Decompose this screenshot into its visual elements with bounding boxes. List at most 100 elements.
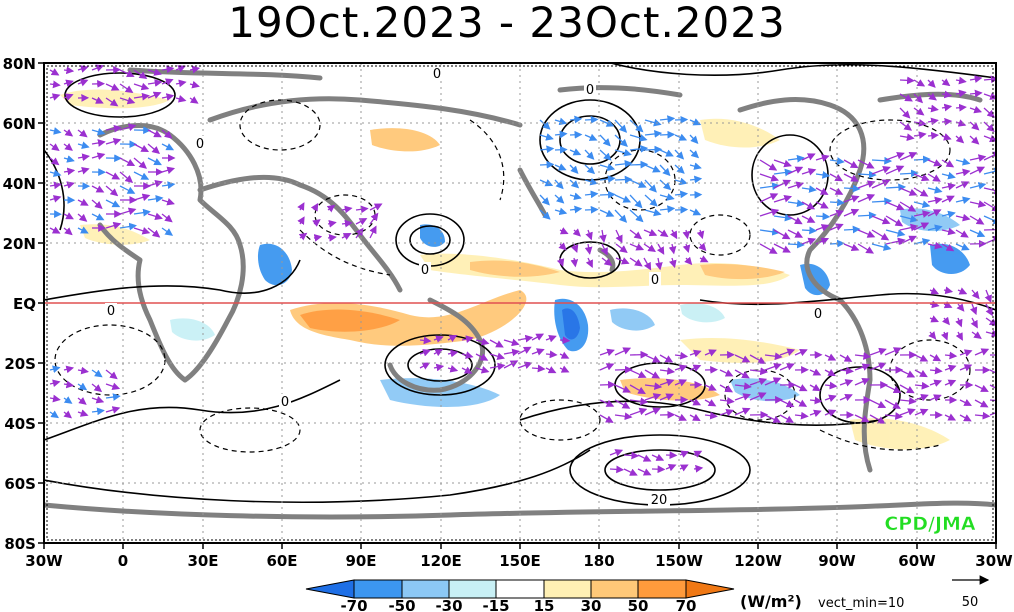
wind-vector-arrow	[659, 378, 675, 387]
wind-vector-arrow	[569, 148, 582, 156]
wind-vector-arrow	[719, 369, 734, 377]
wind-vector-arrow	[105, 185, 119, 197]
wind-vector-arrow	[545, 334, 557, 343]
wind-vector-arrow	[759, 182, 780, 191]
wind-vector-arrow	[941, 90, 953, 99]
wind-vector-arrow	[885, 151, 905, 161]
wind-vector-arrow	[77, 198, 89, 206]
wind-vector-arrow	[655, 257, 663, 271]
wind-vector-arrow	[49, 80, 61, 89]
contour-label: 0	[196, 137, 204, 152]
wind-vector-arrow	[927, 241, 943, 250]
wind-vector-arrow	[644, 208, 662, 217]
wind-vector-arrow	[974, 348, 990, 356]
wind-vector-arrow	[885, 215, 904, 227]
wind-vector-arrow	[63, 93, 74, 101]
wind-vector-arrow	[585, 257, 593, 268]
wind-vector-arrow	[871, 215, 891, 225]
wind-vector-arrow	[809, 383, 821, 392]
wind-vector-arrow	[773, 243, 791, 253]
wind-vector-arrow	[969, 75, 983, 83]
wind-vector-arrow	[941, 227, 956, 236]
wind-vector-arrow	[809, 368, 822, 376]
wind-vector-arrow	[644, 130, 663, 138]
wind-vector-arrow	[615, 243, 628, 253]
wind-vector-arrow	[759, 227, 780, 236]
wind-vector-arrow	[983, 121, 995, 133]
wind-vector-arrow	[974, 399, 989, 408]
wind-vector-arrow	[679, 464, 689, 472]
wind-vector-arrow	[779, 348, 796, 356]
wind-vector-arrow	[674, 177, 688, 186]
wind-vector-arrow	[599, 380, 616, 389]
wind-vector-arrow	[970, 317, 978, 329]
latitude-labels: 80N 60N 40N 20N EQ 20S 40S 60S 80S	[3, 55, 36, 553]
wind-vector-arrow	[871, 156, 893, 165]
wind-vector-arrow	[643, 257, 652, 271]
wind-vector-arrow	[644, 194, 658, 207]
wind-vector-arrow	[929, 287, 939, 295]
wind-vector-arrow	[969, 121, 980, 131]
wind-vector-arrow	[959, 364, 973, 372]
wind-vector-arrow	[147, 79, 163, 87]
wind-vector-arrow	[475, 337, 490, 346]
wind-vector-arrow	[824, 381, 838, 390]
wind-vector-arrow	[955, 89, 967, 98]
wind-vector-arrow	[839, 379, 854, 387]
wind-vector-arrow	[503, 338, 520, 347]
wind-vector-arrow	[77, 129, 88, 138]
wind-vector-arrow	[614, 412, 633, 421]
wind-vector-arrow	[599, 363, 615, 371]
wind-vector-arrow	[787, 199, 805, 208]
wind-vector-arrow	[644, 393, 662, 401]
wind-vector-arrow	[914, 369, 928, 378]
wind-vector-arrow	[517, 361, 533, 369]
wind-vector-arrow	[49, 195, 62, 203]
wind-vector-arrow	[599, 163, 616, 171]
wind-vector-arrow	[91, 383, 103, 393]
wind-vector-arrow	[734, 407, 751, 416]
wind-vector-arrow	[629, 397, 649, 406]
wind-vector-arrow	[779, 414, 795, 423]
wind-vector-arrow	[644, 369, 661, 379]
wind-vector-arrow	[689, 413, 701, 422]
wind-vector-arrow	[815, 201, 829, 209]
wind-vector-arrow	[885, 183, 907, 192]
wind-vector-arrow	[857, 159, 875, 169]
wind-vector-arrow	[734, 382, 752, 390]
wind-vector-arrow	[871, 166, 891, 175]
wind-vector-arrow	[969, 215, 985, 225]
wind-vector-arrow	[554, 207, 568, 216]
wind-vector-arrow	[899, 107, 911, 119]
wind-vector-arrow	[869, 347, 887, 356]
wind-vector-arrow	[503, 360, 519, 369]
wind-vector-arrow	[298, 232, 308, 241]
wind-vector-arrow	[475, 366, 490, 374]
wind-vector-arrow	[944, 413, 957, 421]
lon-label-60w: 60W	[898, 552, 936, 570]
wind-vector-arrow	[569, 205, 583, 214]
wind-vector-arrow	[913, 173, 930, 182]
wind-vector-arrow	[572, 228, 581, 237]
wind-vector-arrow	[569, 164, 579, 174]
wind-vector-arrow	[857, 211, 877, 220]
wind-vector-arrow	[759, 243, 778, 254]
wind-vector-arrow	[175, 65, 186, 73]
wind-vector-arrow	[759, 159, 778, 171]
wind-vector-arrow	[824, 368, 836, 377]
wind-vector-arrow	[615, 257, 630, 265]
wind-vector-arrow	[105, 124, 122, 133]
wind-vector-arrow	[659, 205, 676, 214]
wind-vector-arrow	[539, 209, 551, 220]
wind-vector-arrow	[914, 354, 929, 362]
wind-vector-arrow	[531, 333, 545, 341]
wind-vector-arrow	[983, 134, 996, 143]
wind-vector-arrow	[147, 143, 160, 155]
wind-vector-arrow	[969, 166, 986, 175]
wind-vector-arrow	[161, 166, 176, 175]
wind-vector-arrow	[461, 351, 474, 359]
lon-label-120w: 120W	[734, 552, 782, 570]
wind-vector-arrow	[119, 157, 136, 167]
wind-vector-arrow	[787, 229, 804, 238]
wind-vector-arrow	[77, 213, 88, 222]
